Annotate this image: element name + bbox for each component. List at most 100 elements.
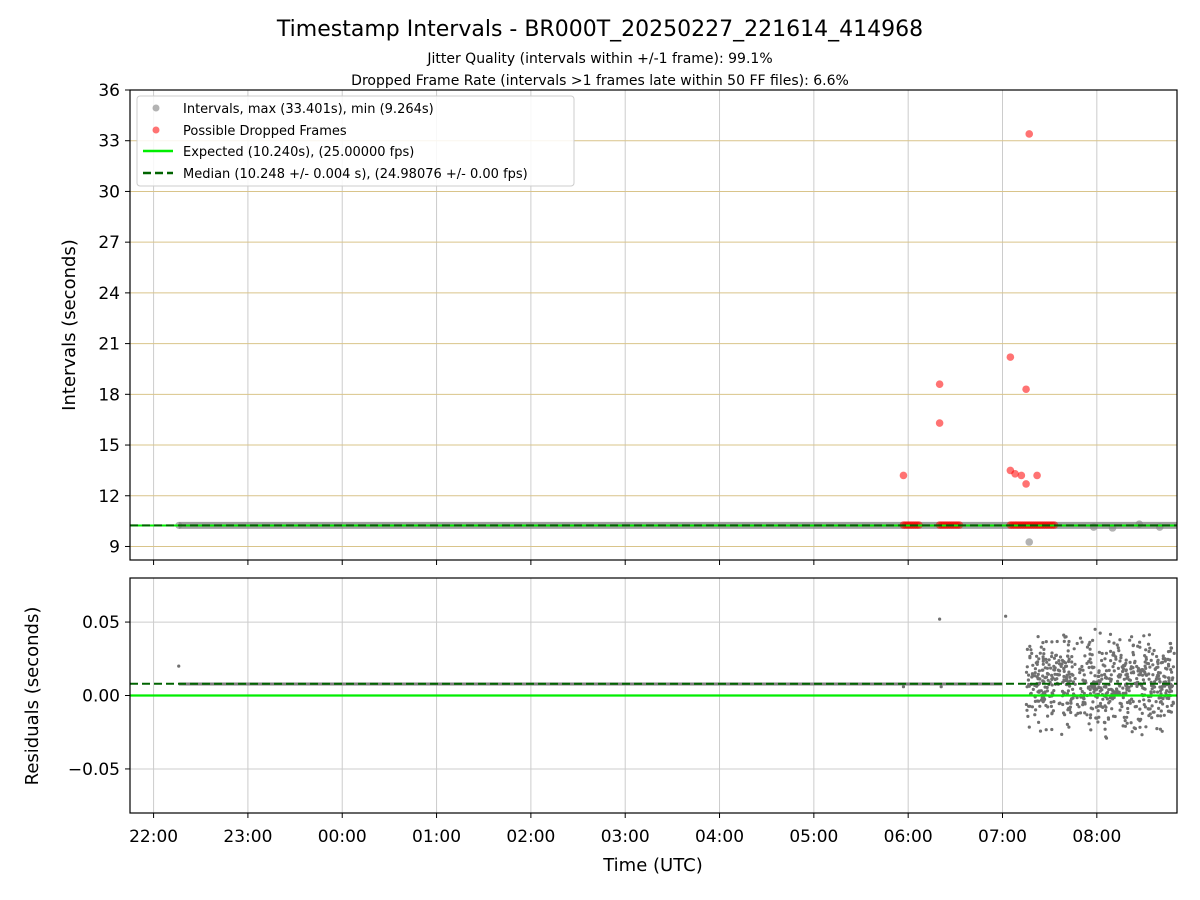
- residual-point: [1053, 672, 1057, 676]
- residual-point: [1062, 679, 1066, 683]
- residual-point: [1030, 705, 1034, 709]
- residual-point: [1026, 714, 1030, 719]
- residual-point: [1088, 640, 1092, 644]
- residual-point: [1151, 652, 1155, 656]
- residual-point: [1124, 691, 1128, 695]
- residual-point: [1091, 666, 1095, 670]
- residual-point: [1024, 702, 1028, 707]
- residual-point: [1075, 641, 1079, 646]
- residual-point: [1128, 660, 1132, 665]
- residual-point: [1124, 668, 1128, 672]
- dropped-frame-point: [1017, 471, 1026, 480]
- residual-point: [1085, 713, 1089, 717]
- top-y-tick-label: 30: [98, 182, 120, 202]
- residual-point: [1097, 650, 1101, 654]
- residual-point: [1088, 647, 1092, 651]
- residual-point: [1155, 654, 1159, 659]
- chart-subtitle-dropped: Dropped Frame Rate (intervals >1 frames …: [351, 73, 849, 89]
- residual-point: [1080, 664, 1084, 669]
- residual-point: [1171, 700, 1175, 704]
- residual-point: [1158, 727, 1162, 731]
- residual-point: [1147, 633, 1151, 637]
- residual-point: [1125, 676, 1129, 680]
- residual-point: [1038, 704, 1042, 708]
- residual-point: [1155, 727, 1159, 731]
- residual-point: [1073, 677, 1077, 681]
- residual-point: [1054, 661, 1059, 665]
- residual-point: [1125, 688, 1129, 692]
- residual-point: [1123, 724, 1127, 728]
- residual-point: [1089, 671, 1093, 675]
- residual-point: [1062, 674, 1066, 679]
- residual-point: [1140, 673, 1145, 677]
- residual-point: [1066, 654, 1070, 658]
- x-tick-label: 01:00: [412, 827, 461, 847]
- residual-point: [1162, 674, 1166, 678]
- residual-point: [1147, 714, 1151, 718]
- residual-point: [1117, 675, 1121, 679]
- dropped-frame-point: [935, 380, 944, 388]
- residual-point: [1141, 668, 1145, 672]
- residual-point: [1121, 667, 1125, 671]
- residual-point: [1041, 641, 1045, 645]
- residual-point: [1123, 719, 1127, 723]
- x-tick-label: 08:00: [1072, 827, 1121, 847]
- residual-point: [1055, 639, 1059, 644]
- residual-point: [1063, 664, 1067, 669]
- legend-label-median: Median (10.248 +/- 0.004 s), (24.98076 +…: [183, 167, 528, 182]
- residual-point: [1083, 711, 1087, 715]
- residual-point: [1052, 700, 1056, 704]
- top-y-tick-label: 15: [98, 436, 120, 456]
- residual-point: [1031, 687, 1035, 692]
- residual-point: [1130, 666, 1135, 670]
- top-y-tick-label: 33: [98, 132, 120, 152]
- residual-point: [1129, 721, 1133, 725]
- residual-point: [1044, 640, 1048, 644]
- residual-point: [1073, 662, 1077, 667]
- residual-point: [1054, 653, 1058, 657]
- residual-point: [1128, 678, 1132, 682]
- residual-point: [1039, 689, 1043, 693]
- residual-point: [1163, 659, 1167, 663]
- residual-point: [1096, 704, 1100, 708]
- x-axis-label: Time (UTC): [602, 855, 703, 876]
- residual-point: [1092, 680, 1096, 684]
- residual-point: [1029, 648, 1033, 652]
- residual-point: [1096, 720, 1100, 724]
- residual-point: [1031, 663, 1035, 667]
- residual-point: [1104, 669, 1109, 673]
- residual-point: [1080, 689, 1084, 694]
- residual-point: [1037, 669, 1041, 673]
- residual-point: [1122, 715, 1126, 720]
- x-tick-label: 06:00: [884, 827, 933, 847]
- residual-point: [1131, 653, 1136, 657]
- residual-point: [1045, 660, 1049, 664]
- residual-point: [1046, 714, 1050, 718]
- residual-point: [1147, 677, 1151, 681]
- residual-point: [1096, 709, 1100, 713]
- residual-point: [1130, 635, 1134, 639]
- residual-point: [1033, 699, 1037, 704]
- residual-point: [1058, 655, 1063, 659]
- residual-point: [1082, 673, 1086, 677]
- residual-point: [1068, 705, 1072, 709]
- residual-point: [1126, 710, 1130, 715]
- residual-point: [1034, 708, 1038, 712]
- residual-point: [1143, 664, 1147, 668]
- residual-point: [1067, 725, 1071, 729]
- residual-point: [1039, 645, 1043, 649]
- residual-point: [1138, 707, 1142, 711]
- residual-point: [1140, 733, 1144, 737]
- residual-point: [938, 617, 942, 621]
- residual-point: [1066, 708, 1070, 712]
- residual-point: [1169, 668, 1173, 672]
- residual-point: [1025, 685, 1029, 689]
- residual-point: [1145, 661, 1149, 665]
- residual-point: [1064, 675, 1068, 679]
- residual-point: [1067, 639, 1071, 644]
- residual-point: [1121, 691, 1125, 696]
- residual-point: [1166, 650, 1171, 654]
- residual-point: [1131, 700, 1135, 704]
- residual-point: [1098, 631, 1102, 635]
